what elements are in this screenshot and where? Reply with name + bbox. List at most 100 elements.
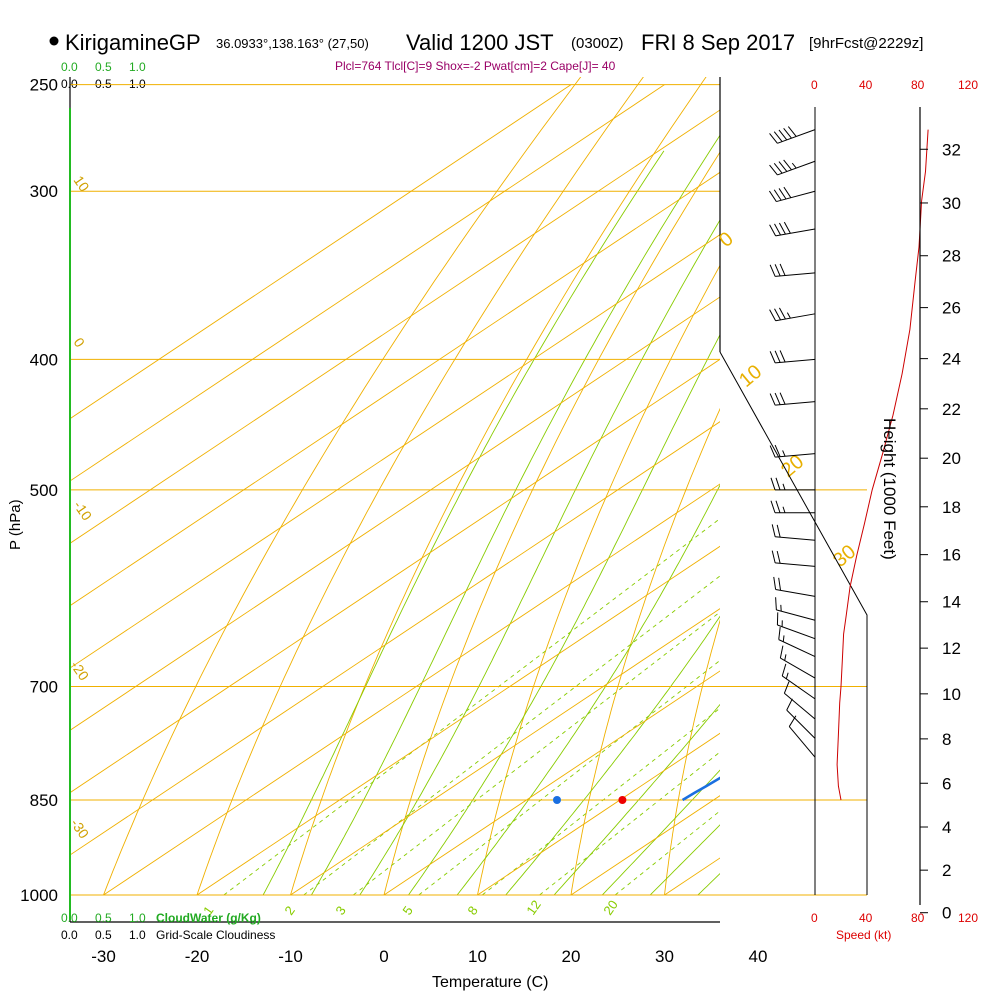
wind-barb — [776, 612, 816, 640]
height-tick-label: 20 — [942, 449, 961, 468]
y-tick-label: 700 — [30, 678, 58, 697]
dry-adiabat — [477, 264, 720, 895]
wind-barb-flag — [783, 221, 791, 234]
moist-adiabat — [407, 333, 720, 895]
isotherm-line — [196, 545, 720, 895]
wind-barb-staff — [784, 692, 816, 720]
wind-barb-flag — [773, 162, 783, 174]
wind-barb-flag — [774, 308, 781, 321]
svg-text:80: 80 — [911, 78, 925, 92]
wind-barb-flag — [769, 224, 777, 237]
dry-adiabat — [756, 61, 1000, 924]
height-tick-label: 4 — [942, 818, 951, 837]
wind-barb-flag — [774, 392, 781, 405]
height-tick-label: 24 — [942, 350, 961, 369]
moist-adiabat — [359, 219, 720, 895]
mixing-ratio-label: 8 — [464, 903, 480, 918]
wind-barb-half — [786, 312, 791, 319]
moist-adiabat — [553, 703, 720, 895]
wind-barb-flag — [779, 263, 786, 276]
dry-adiabat — [664, 619, 720, 895]
svg-text:80: 80 — [911, 911, 925, 925]
mixing-ratio-line — [614, 810, 720, 895]
wind-barb-flag — [769, 393, 776, 406]
height-tick-label: 8 — [942, 730, 951, 749]
y-tick-label: 400 — [30, 350, 58, 369]
wind-barb-half — [782, 635, 785, 642]
theta-label: 0 — [71, 335, 89, 351]
wind-barb-flag — [773, 189, 782, 201]
svg-text:Speed (kt): Speed (kt) — [836, 928, 891, 942]
height-tick-label: 28 — [942, 247, 961, 266]
svg-text:0.0: 0.0 — [61, 60, 78, 74]
wind-barb-flag — [770, 500, 776, 513]
mixing-ratio-line — [303, 575, 720, 895]
wind-barb-flag — [776, 524, 781, 538]
wind-barb-flag — [779, 392, 786, 405]
y-axis-ticks: 250 300 400 500 700 850 1000 — [20, 76, 58, 905]
moist-adiabat — [310, 134, 720, 895]
svg-text:1.0: 1.0 — [129, 60, 146, 74]
wind-barb-flag — [773, 576, 777, 590]
wind-barb-half — [791, 162, 797, 169]
moist-adiabat — [697, 872, 720, 895]
utc-time: (0300Z) — [571, 35, 624, 52]
x-tick-label: 20 — [562, 947, 581, 966]
wind-barb-half — [782, 483, 786, 490]
wind-barb-flag — [783, 127, 792, 139]
mixing-ratio-label: 5 — [399, 903, 415, 918]
svg-text:40: 40 — [859, 911, 873, 925]
dry-adiabat — [851, 61, 1000, 924]
wind-barb-flag — [779, 350, 786, 363]
wind-barb — [769, 126, 816, 144]
dry-adiabat — [945, 61, 1000, 924]
mixing-ratio-lines — [223, 518, 720, 895]
wind-barb-flag — [781, 663, 787, 677]
wind-barb-staff — [780, 657, 816, 679]
height-tick-label: 30 — [942, 194, 961, 213]
wind-barb-flag — [778, 577, 782, 591]
mixing-ratio-line — [482, 707, 720, 895]
height-tick-label: 0 — [942, 904, 951, 923]
wind-barb-flag — [774, 444, 781, 457]
wind-barb-flag — [768, 190, 777, 202]
svg-text:0.5: 0.5 — [95, 77, 112, 91]
dry-adiabat — [570, 407, 720, 895]
isotherm-line — [290, 608, 720, 895]
x-tick-label: -20 — [185, 947, 210, 966]
theta-label: -10 — [71, 498, 96, 524]
wind-barb-flag — [779, 645, 784, 659]
wind-barb-flag — [778, 307, 786, 320]
wind-barb — [769, 444, 816, 458]
wind-barb — [769, 307, 816, 322]
dry-adiabat — [383, 151, 720, 895]
y-tick-label: 850 — [30, 791, 58, 810]
wind-barb-flag — [769, 133, 778, 144]
wind-barb-flag — [769, 445, 776, 458]
x-tick-label: 40 — [749, 947, 768, 966]
height-tick-label: 18 — [942, 498, 961, 517]
wind-barb-flag — [769, 164, 778, 176]
wind-barb-staff — [776, 190, 816, 203]
mixing-ratio-label: 2 — [281, 903, 297, 918]
wind-barb-staff — [786, 709, 816, 739]
dry-adiabat — [103, 77, 582, 895]
mixing-ratio-label: 20 — [600, 897, 621, 917]
svg-text:0: 0 — [811, 911, 818, 925]
moist-adiabats — [262, 134, 720, 895]
wind-barb-flag — [774, 350, 781, 363]
svg-text:Grid-Scale Cloudiness: Grid-Scale Cloudiness — [156, 928, 275, 942]
valid-date: FRI 8 Sep 2017 — [641, 30, 795, 55]
wind-barb — [769, 350, 816, 364]
wind-barb-flag — [783, 159, 792, 171]
wind-barb-half — [782, 506, 786, 513]
wind-barb — [770, 477, 815, 491]
x-axis-ticks: -30 -20 -10 0 10 20 30 40 — [91, 947, 767, 966]
wind-barb-staff — [775, 401, 816, 406]
wind-barb — [786, 698, 816, 739]
wind-barb-flag — [775, 597, 777, 610]
x-tick-label: 0 — [379, 947, 388, 966]
isotherm-line — [383, 670, 720, 895]
wind-barb-staff — [775, 536, 816, 541]
